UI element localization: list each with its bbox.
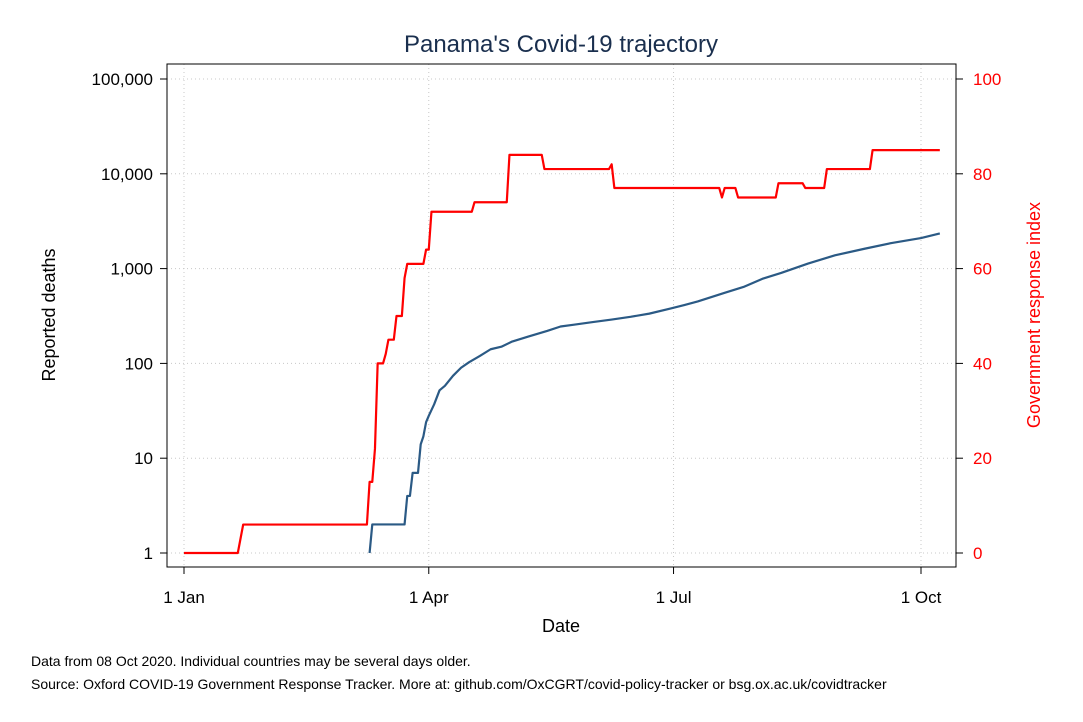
- source-note: Source: Oxford COVID-19 Government Respo…: [31, 676, 887, 692]
- x-tick-label: 1 Jul: [656, 588, 692, 607]
- y-left-tick-label: 100: [125, 354, 153, 373]
- y-axis-left-title: Reported deaths: [39, 248, 59, 381]
- y-left-tick-label: 100,000: [92, 70, 153, 89]
- y-right-tick-label: 40: [973, 354, 992, 373]
- y-left-tick-label: 1,000: [110, 260, 153, 279]
- y-left-tick-label: 10: [134, 449, 153, 468]
- data-date-note: Data from 08 Oct 2020. Individual countr…: [31, 653, 471, 669]
- plot-frame: [166, 63, 957, 568]
- x-tick-label: 1 Oct: [901, 588, 942, 607]
- x-tick-label: 1 Jan: [163, 588, 205, 607]
- y-right-tick-label: 80: [973, 165, 992, 184]
- y-axis-right-title: Government response index: [1024, 202, 1044, 428]
- y-right-tick-label: 60: [973, 260, 992, 279]
- left-axis: 1 10 100 1,000 10,000 100,000: [92, 70, 167, 563]
- x-axis: 1 Jan 1 Apr 1 Jul 1 Oct: [163, 567, 942, 607]
- series-line-reported-deaths: [368, 232, 941, 554]
- series-layer: [184, 149, 941, 555]
- grid: [167, 64, 956, 567]
- series-line-government-response-index: [184, 149, 940, 555]
- x-tick-label: 1 Apr: [409, 588, 449, 607]
- y-right-tick-label: 0: [973, 544, 982, 563]
- chart-title: Panama's Covid-19 trajectory: [404, 31, 718, 58]
- y-left-tick-label: 1: [144, 544, 153, 563]
- y-right-tick-label: 20: [973, 449, 992, 468]
- right-axis: 0 20 40 60 80 100: [956, 70, 1001, 563]
- x-axis-title: Date: [542, 616, 580, 636]
- y-left-tick-label: 10,000: [101, 165, 153, 184]
- y-right-tick-label: 100: [973, 70, 1001, 89]
